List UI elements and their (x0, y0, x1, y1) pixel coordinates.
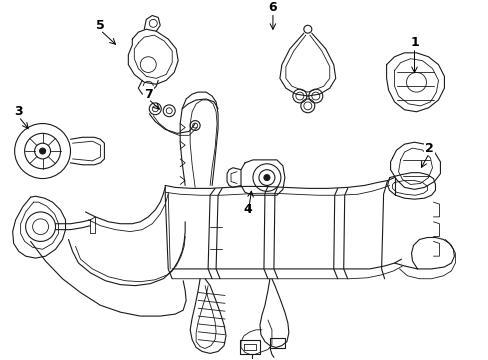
Circle shape (264, 175, 269, 180)
Circle shape (40, 148, 45, 154)
Text: 1: 1 (409, 36, 418, 49)
Text: 5: 5 (96, 19, 104, 32)
Text: 3: 3 (14, 105, 23, 118)
Text: 4: 4 (243, 203, 252, 216)
Text: 6: 6 (268, 1, 277, 14)
Text: 7: 7 (143, 87, 152, 100)
Text: 2: 2 (424, 141, 433, 154)
